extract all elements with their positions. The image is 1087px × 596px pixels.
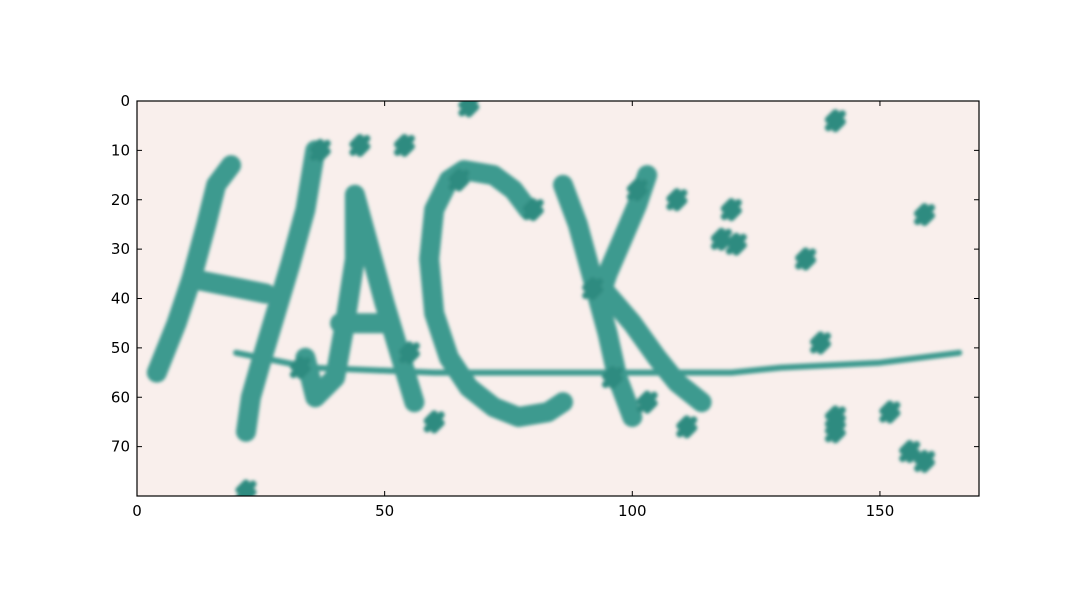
letter-stroke [181, 268, 276, 304]
x-tick-label: 150 [866, 502, 895, 520]
noise-dot [899, 440, 921, 464]
noise-dot [914, 203, 936, 227]
noise-dot [725, 232, 747, 256]
noise-dot [626, 178, 648, 202]
noise-dot [879, 400, 901, 424]
noise-dot [810, 331, 832, 355]
y-tick-label: 10 [111, 141, 130, 159]
noise-dot [582, 277, 604, 301]
y-tick-label: 70 [111, 438, 130, 456]
y-tick-label: 50 [111, 339, 130, 357]
x-tick-label: 100 [618, 502, 647, 520]
noise-dot [795, 247, 817, 271]
letter-stroke [592, 278, 712, 413]
y-tick-label: 40 [111, 290, 130, 308]
noise-dot [398, 341, 420, 365]
captcha-image [146, 101, 963, 496]
y-tick-label: 60 [111, 388, 130, 406]
noise-dot [914, 449, 936, 473]
noise-dot [676, 415, 698, 439]
noise-dot [393, 133, 415, 157]
letter-stroke [553, 174, 643, 427]
noise-dot [720, 198, 742, 222]
noise-dot [309, 138, 331, 162]
noise-dot [636, 390, 658, 414]
noise-dot [423, 410, 445, 434]
noise-dot [824, 420, 846, 444]
noise-dot [289, 356, 311, 380]
noise-line [233, 349, 963, 376]
noise-dot [601, 366, 623, 389]
y-axis: 0 10 20 30 40 50 60 70 [111, 92, 979, 456]
noise-dot [448, 168, 470, 192]
noise-dot [235, 479, 257, 496]
y-tick-label: 30 [111, 240, 130, 258]
x-axis: 0 50 100 150 [132, 101, 894, 520]
noise-dot [458, 101, 480, 118]
x-tick-label: 0 [132, 502, 142, 520]
noise-dot [666, 188, 688, 212]
noise-dot [349, 133, 371, 157]
y-tick-label: 20 [111, 191, 130, 209]
noise-dot [824, 109, 846, 133]
letter-stroke [236, 140, 326, 442]
noise-dot [522, 198, 544, 222]
letter-stroke [146, 155, 242, 383]
x-tick-label: 50 [375, 502, 394, 520]
y-tick-label: 0 [120, 92, 130, 110]
